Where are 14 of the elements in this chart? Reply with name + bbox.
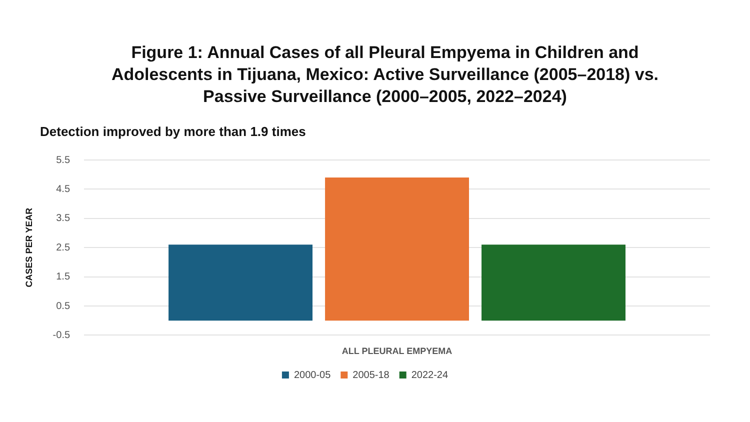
x-tick-label: ALL PLEURAL EMPYEMA (342, 346, 453, 356)
y-tick-label: 3.5 (56, 213, 70, 224)
y-tick-label: 2.5 (56, 242, 70, 254)
legend-label: 2022-24 (411, 370, 448, 381)
y-tick-label: 0.5 (56, 300, 70, 312)
legend-label: 2005-18 (352, 370, 390, 381)
y-tick-label: 1.5 (56, 272, 70, 283)
legend-label: 2000-05 (294, 370, 332, 381)
y-axis-title: CASES PER YEAR (24, 207, 34, 288)
y-tick-label: 4.5 (56, 184, 70, 195)
chart-title: Figure 1: Annual Cases of all Pleural Empyema in Children and Adolescents in Tijuana, Mexico: Active Surveillance (2005–2018) vs. Passive Surveillance (2000–2005, 2022–2024) (110, 42, 660, 108)
y-tick-label: 5.5 (56, 154, 70, 166)
y-tick-label: -0.5 (52, 330, 70, 341)
chart-subtitle: Detection improved by more than 1.9 times (40, 124, 306, 139)
